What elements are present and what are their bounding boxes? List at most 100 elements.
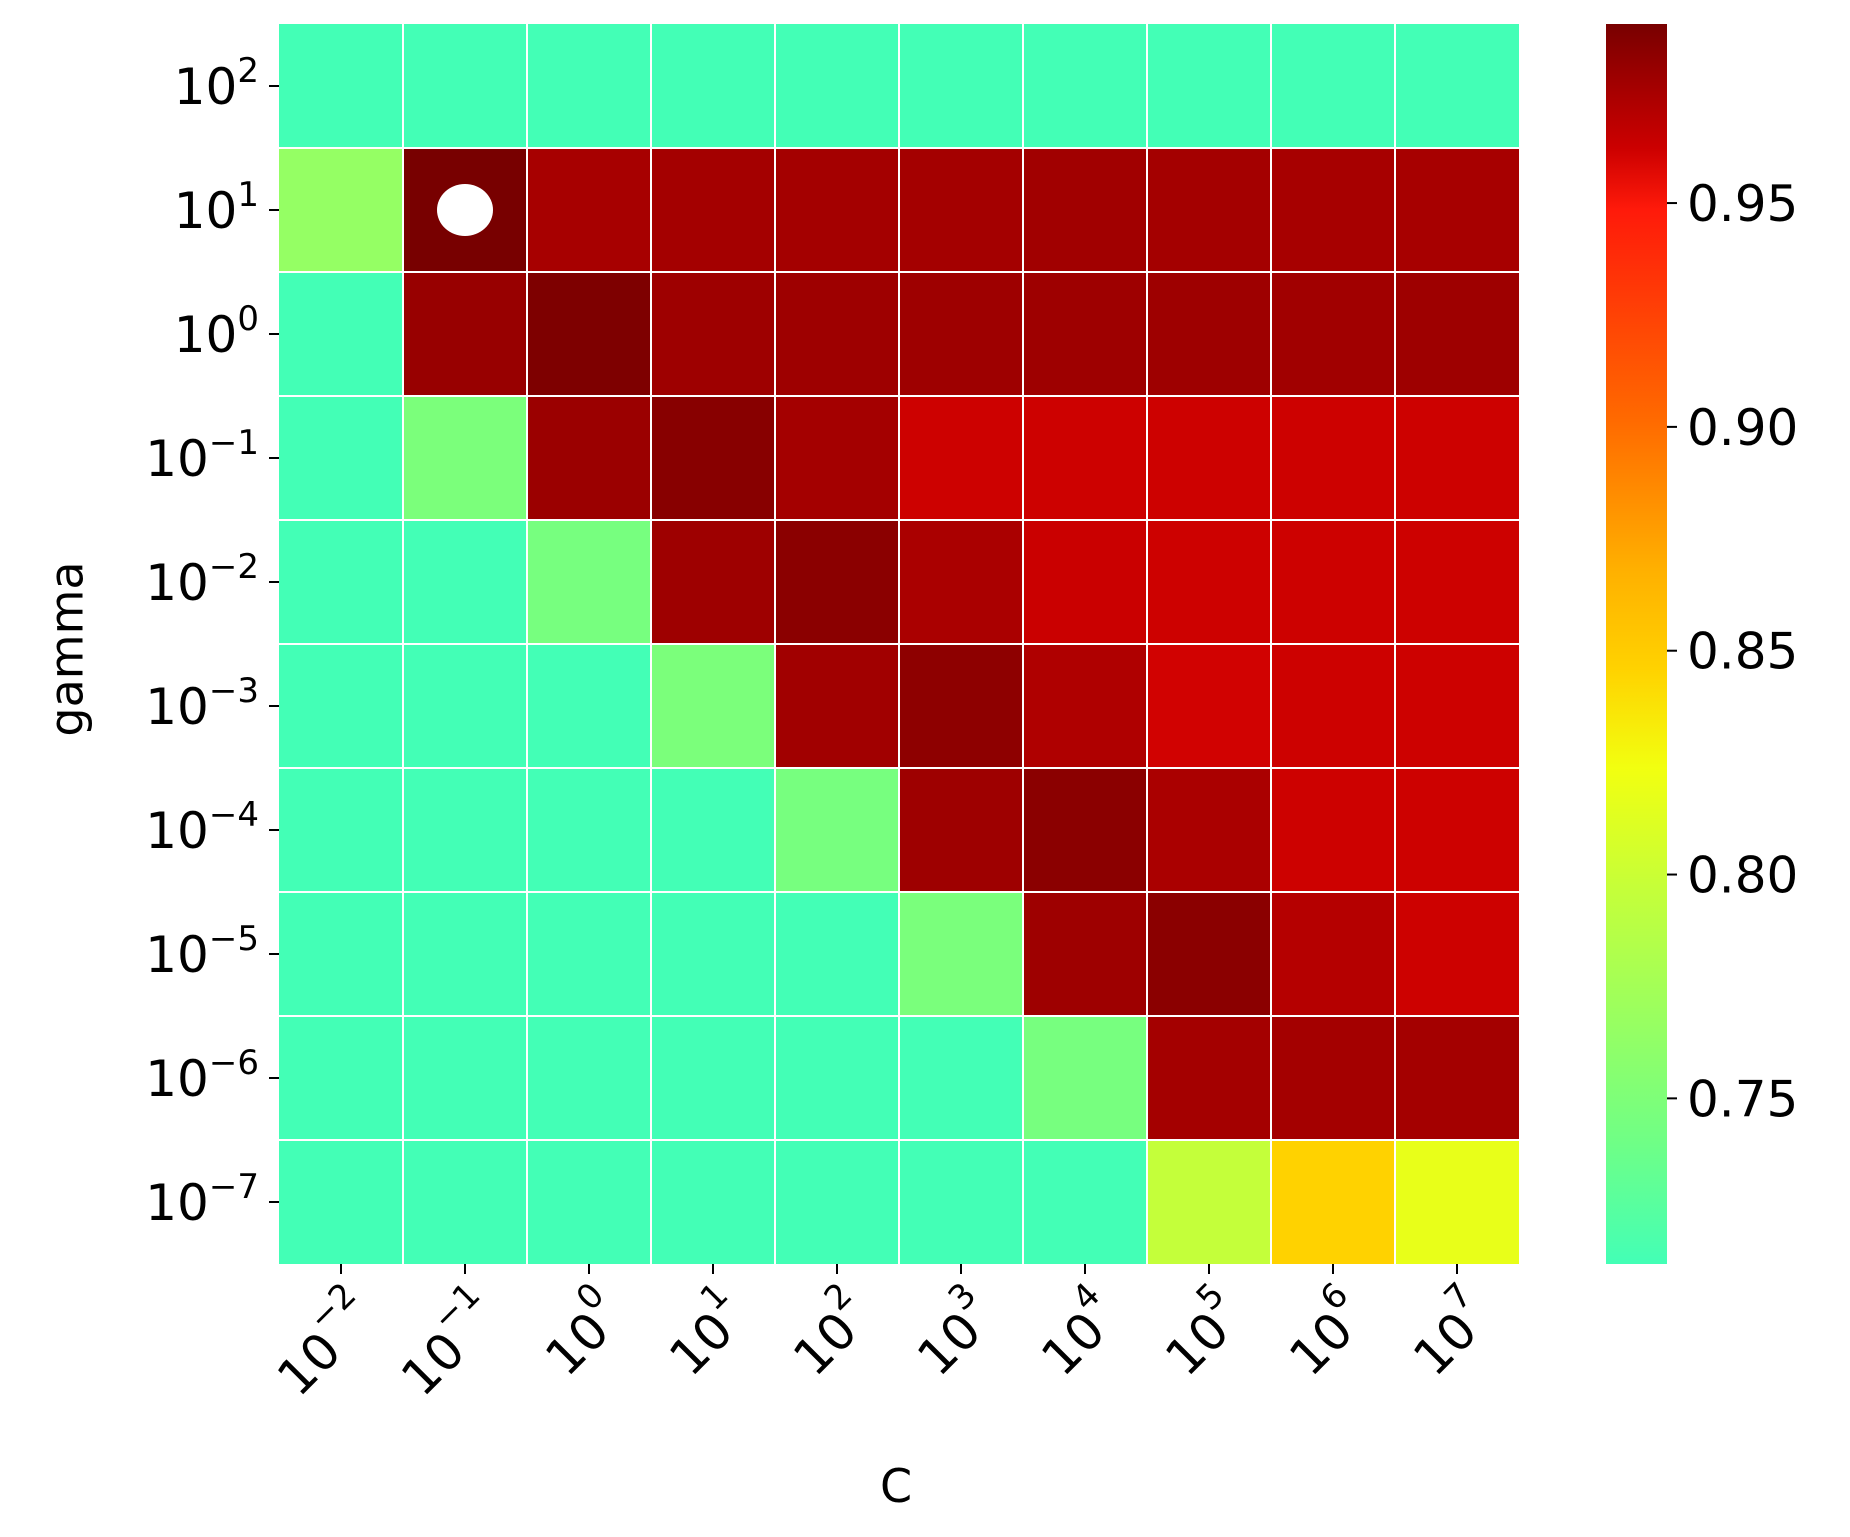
heatmap-cell [403, 272, 527, 396]
x-tick-label: 105 [1144, 1275, 1256, 1387]
heatmap-cell [1395, 396, 1519, 520]
heatmap-cell [279, 892, 403, 1016]
heatmap-cells [279, 24, 1519, 1264]
heatmap-cell [527, 396, 651, 520]
heatmap-cell [279, 768, 403, 892]
colorbar-ticks: 0.75 0.80 0.85 0.90 0.95 [1667, 175, 1798, 1128]
heatmap-cell [1147, 24, 1271, 148]
heatmap-cell [899, 1140, 1023, 1264]
heatmap-cell [651, 1140, 775, 1264]
colorbar-tick-label: 0.95 [1687, 175, 1798, 233]
heatmap-cell [1147, 1016, 1271, 1140]
heatmap-cell [899, 768, 1023, 892]
heatmap-cell [1023, 1016, 1147, 1140]
y-axis-label: gamma [40, 561, 94, 736]
cell-grid-lines [279, 24, 1519, 1264]
heatmap-cell [775, 644, 899, 768]
heatmap-cell [279, 272, 403, 396]
heatmap-cell [527, 1140, 651, 1264]
y-tick-label: 10−6 [145, 1043, 259, 1108]
heatmap-cell [1023, 148, 1147, 272]
heatmap-cell [279, 148, 403, 272]
heatmap-cell [1147, 272, 1271, 396]
heatmap-cell [403, 1016, 527, 1140]
y-axis-ticks: 102 101 100 10−1 10−2 10−3 10−4 10−5 10−6 10−7 [145, 51, 279, 1232]
heatmap-cell [527, 148, 651, 272]
heatmap-cell [651, 396, 775, 520]
y-tick-label: 10−3 [145, 671, 259, 736]
heatmap-cell [279, 24, 403, 148]
heatmap-cell [403, 1140, 527, 1264]
heatmap-cell [899, 272, 1023, 396]
x-tick-label: 106 [1268, 1275, 1380, 1387]
heatmap-cell [1271, 1016, 1395, 1140]
x-axis-label: C [880, 1459, 912, 1513]
y-tick-label: 10−2 [145, 547, 259, 612]
heatmap-cell [279, 1140, 403, 1264]
heatmap-cell [775, 520, 899, 644]
heatmap-cell [1147, 148, 1271, 272]
heatmap-cell [279, 520, 403, 644]
x-tick-label: 104 [1020, 1275, 1132, 1387]
x-tick-label: 101 [648, 1275, 760, 1387]
heatmap-cell [1395, 148, 1519, 272]
heatmap-cell [1023, 768, 1147, 892]
colorbar [1606, 24, 1667, 1264]
heatmap-cell [899, 892, 1023, 1016]
y-tick-label: 102 [174, 51, 259, 116]
heatmap-cell [1271, 396, 1395, 520]
heatmap-cell [1395, 1140, 1519, 1264]
heatmap-cell [1271, 1140, 1395, 1264]
heatmap-cell [651, 768, 775, 892]
colorbar-tick-label: 0.75 [1687, 1070, 1798, 1128]
heatmap-cell [1395, 644, 1519, 768]
heatmap-cell [1271, 272, 1395, 396]
heatmap-cell [1023, 24, 1147, 148]
heatmap-cell [527, 768, 651, 892]
heatmap-cell [651, 1016, 775, 1140]
x-tick-label: 102 [772, 1275, 884, 1387]
heatmap-cell [1023, 644, 1147, 768]
heatmap-cell [403, 520, 527, 644]
colorbar-tick-label: 0.85 [1687, 623, 1798, 681]
heatmap-cell [403, 768, 527, 892]
x-tick-label: 10−1 [379, 1275, 511, 1407]
heatmap-cell [403, 644, 527, 768]
heatmap-cell [1147, 520, 1271, 644]
heatmap-cell [1023, 1140, 1147, 1264]
y-tick-label: 10−4 [145, 795, 259, 860]
x-tick-label: 107 [1392, 1275, 1504, 1387]
y-tick-label: 10−1 [145, 423, 259, 488]
heatmap-cell [775, 24, 899, 148]
y-tick-label: 10−7 [145, 1167, 259, 1232]
heatmap-cell [775, 272, 899, 396]
heatmap-cell [527, 272, 651, 396]
heatmap-cell [1395, 1016, 1519, 1140]
heatmap-cell [775, 892, 899, 1016]
heatmap-cell [775, 768, 899, 892]
colorbar-tick-label: 0.80 [1687, 847, 1798, 905]
heatmap-cell [279, 1016, 403, 1140]
heatmap-cell [775, 1016, 899, 1140]
heatmap-cell [1147, 396, 1271, 520]
heatmap-cell [1147, 1140, 1271, 1264]
heatmap-cell [527, 520, 651, 644]
heatmap-cell [1395, 24, 1519, 148]
heatmap-cell [651, 644, 775, 768]
heatmap-cell [1271, 148, 1395, 272]
heatmap-cell [1395, 272, 1519, 396]
heatmap-cell [403, 396, 527, 520]
heatmap-cell [1271, 892, 1395, 1016]
heatmap-cell [899, 148, 1023, 272]
heatmap-cell [1023, 892, 1147, 1016]
heatmap-cell [651, 24, 775, 148]
heatmap-cell [1395, 520, 1519, 644]
heatmap-cell [899, 24, 1023, 148]
y-tick-label: 101 [174, 175, 259, 240]
heatmap-cell [651, 272, 775, 396]
heatmap-cell [279, 644, 403, 768]
heatmap-cell [899, 1016, 1023, 1140]
heatmap-cell [1395, 892, 1519, 1016]
heatmap-cell [899, 644, 1023, 768]
heatmap-cell [1023, 272, 1147, 396]
